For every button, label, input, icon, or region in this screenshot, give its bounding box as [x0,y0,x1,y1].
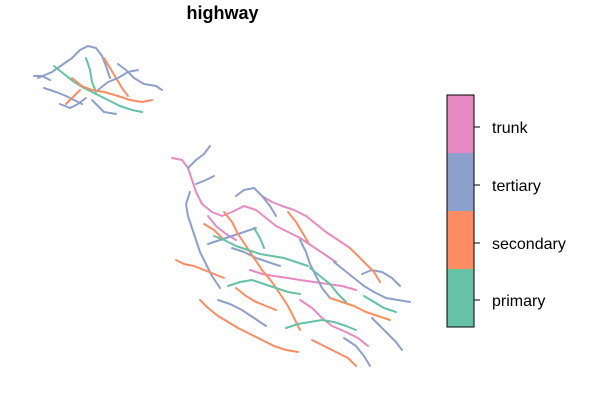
road-tertiary [217,299,267,327]
road-trunk [261,195,351,249]
legend: trunk tertiary secondary primary [446,94,566,328]
road-secondary [261,269,301,331]
map-title: highway [186,3,259,23]
legend-frame [446,94,475,328]
road-secondary [223,211,263,271]
main-island [171,145,411,367]
road-primary [285,319,357,331]
road-primary [53,65,143,113]
road-secondary [235,287,277,311]
road-tertiary [97,69,139,91]
road-secondary [329,297,391,321]
legend-swatch-primary [447,269,474,327]
road-tertiary [91,99,117,115]
road-secondary [203,223,223,239]
road-tertiary [371,317,403,351]
legend-label-trunk: trunk [492,120,529,137]
road-tertiary [37,45,111,79]
road-tertiary [231,247,281,267]
legend-label-primary: primary [492,293,545,310]
road-primary [227,279,301,295]
road-primary [253,227,265,249]
road-trunk [171,157,337,263]
road-tertiary [43,87,83,105]
road-tertiary [343,337,371,367]
road-secondary [175,259,225,279]
road-tertiary [117,63,163,91]
road-primary [363,295,397,313]
legend-swatch-secondary [447,211,474,269]
north-island [33,45,163,115]
legend-swatch-tertiary [447,153,474,211]
road-tertiary [207,227,257,245]
road-tertiary [33,75,51,81]
road-tertiary [333,261,411,303]
road-secondary [71,77,153,103]
road-trunk [249,269,357,291]
road-tertiary [59,97,87,109]
road-secondary [287,211,309,243]
road-tertiary [235,187,277,217]
road-secondary [349,247,381,283]
legend-swatch-trunk [447,95,474,153]
road-primary [309,267,347,303]
road-primary [213,235,309,267]
road-secondary [311,339,357,367]
road-trunk [299,299,369,347]
road-tertiary [361,269,401,287]
road-secondary [199,299,299,353]
road-secondary [103,57,129,97]
legend-label-secondary: secondary [492,236,566,253]
road-network [33,45,411,367]
road-tertiary [187,145,211,169]
legend-label-tertiary: tertiary [492,178,541,195]
road-primary [85,57,97,93]
road-tertiary [195,175,215,185]
road-secondary [65,89,81,105]
